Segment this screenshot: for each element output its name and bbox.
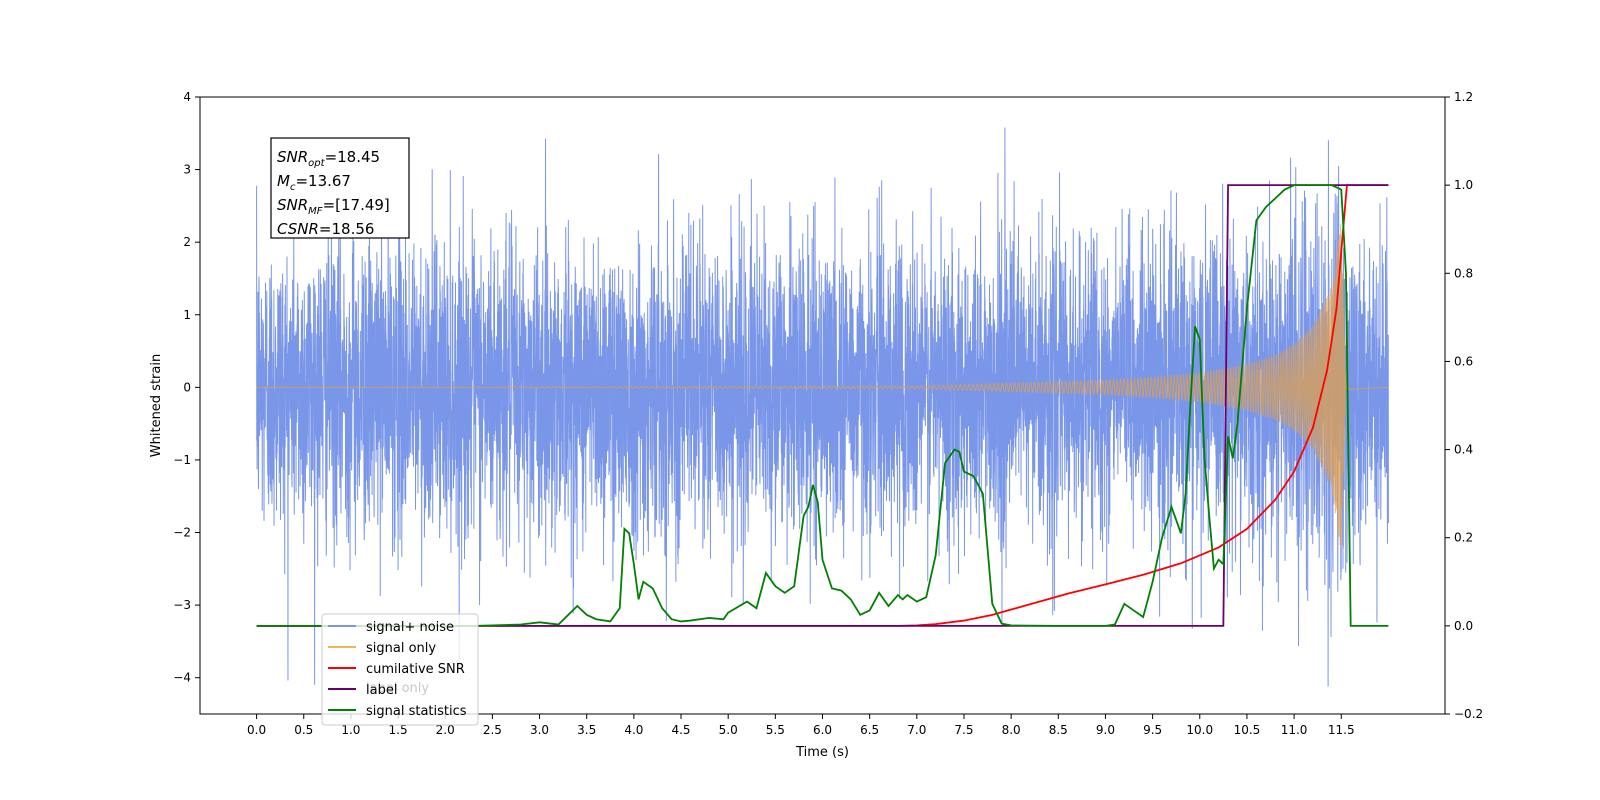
- legend-label: signal only: [366, 641, 436, 656]
- info-subscript: MF: [308, 206, 323, 217]
- x-tick-label: 10.0: [1186, 723, 1213, 737]
- x-tick-label: 11.0: [1281, 723, 1308, 737]
- y2-tick-label: 0.8: [1454, 266, 1473, 280]
- y-tick-label: −4: [173, 671, 191, 685]
- x-tick-label: 1.0: [341, 723, 360, 737]
- y-tick-label: −2: [173, 526, 191, 540]
- y-tick-label: 3: [183, 163, 191, 177]
- y2-tick-label: 0.0: [1454, 619, 1473, 633]
- y2-tick-label: 0.2: [1454, 531, 1473, 545]
- info-value: =18.45: [325, 148, 381, 166]
- y2-tick-label: 0.4: [1454, 443, 1473, 457]
- x-tick-label: 8.5: [1049, 723, 1068, 737]
- x-tick-label: 4.5: [671, 723, 690, 737]
- plot-area: [256, 127, 1389, 687]
- y2-tick-label: 1.0: [1454, 178, 1473, 192]
- info-symbol: M: [277, 172, 290, 190]
- y-tick-label: 1: [183, 308, 191, 322]
- series-signal-statistics: [256, 184, 1389, 627]
- x-axis-title: Time (s): [795, 745, 849, 760]
- y-tick-label: 0: [183, 380, 191, 394]
- x-tick-label: 0.0: [247, 723, 266, 737]
- y-tick-label: −3: [173, 598, 191, 612]
- series-signal-only: [256, 224, 1389, 553]
- info-subscript: opt: [308, 158, 325, 169]
- series-cumilative-snr: [256, 184, 1389, 627]
- info-line: SNRMF=[17.49]: [277, 196, 390, 217]
- info-line: CSNR=18.56: [277, 220, 374, 238]
- y2-tick-label: 0.6: [1454, 354, 1473, 368]
- info-symbol: SNR: [277, 196, 308, 214]
- info-line: Mc=13.67: [277, 172, 351, 193]
- info-value: =13.67: [295, 172, 351, 190]
- y-axis-title: Whitened strain: [149, 354, 164, 457]
- info-box: SNRopt=18.45Mc=13.67SNRMF=[17.49]CSNR=18…: [270, 137, 410, 239]
- y-tick-label: 2: [183, 235, 191, 249]
- x-tick-label: 2.0: [436, 723, 455, 737]
- x-tick-label: 2.5: [483, 723, 502, 737]
- info-subscript: c: [290, 182, 296, 193]
- series-signal-noise: [256, 127, 1389, 687]
- y-tick-label: 4: [183, 90, 191, 104]
- legend-frame: [321, 613, 479, 726]
- x-tick-label: 5.0: [719, 723, 738, 737]
- y-tick-label: −1: [173, 453, 191, 467]
- x-tick-label: 8.0: [1002, 723, 1021, 737]
- info-symbol: SNR: [277, 148, 308, 166]
- x-tick-label: 1.5: [389, 723, 408, 737]
- legend-label: cumilative SNR: [366, 662, 465, 677]
- x-tick-label: 10.5: [1234, 723, 1261, 737]
- x-tick-label: 9.0: [1096, 723, 1115, 737]
- legend-hidden-label: label only: [366, 681, 429, 696]
- x-tick-label: 9.5: [1143, 723, 1162, 737]
- x-tick-label: 7.0: [907, 723, 926, 737]
- legend-label: label: [366, 683, 397, 698]
- y2-tick-label: −0.2: [1454, 707, 1483, 721]
- x-tick-label: 5.5: [766, 723, 785, 737]
- x-tick-label: 7.5: [954, 723, 973, 737]
- x-tick-label: 11.5: [1328, 723, 1355, 737]
- x-tick-label: 3.5: [577, 723, 596, 737]
- info-box-frame: [270, 137, 410, 239]
- legend-label: signal statistics: [366, 704, 467, 719]
- legend-label: signal+ noise: [366, 620, 454, 635]
- x-tick-label: 6.5: [860, 723, 879, 737]
- info-symbol: CSNR: [277, 220, 319, 238]
- axes: 0.0 0.5 1.0 1.5 2.0 2.5 3.0 3.5 4.0 4.5 5.0 5.5 6.0 6…: [149, 90, 1483, 760]
- x-tick-label: 6.0: [813, 723, 832, 737]
- info-value: =18.56: [319, 220, 375, 238]
- x-tick-label: 0.5: [294, 723, 313, 737]
- info-line: SNRopt=18.45: [277, 148, 380, 169]
- y2-tick-label: 1.2: [1454, 90, 1473, 104]
- legend: label only signal+ noise signal only cumila…: [321, 613, 479, 726]
- info-value: =[17.49]: [323, 196, 390, 214]
- x-tick-label: 3.0: [530, 723, 549, 737]
- x-tick-label: 4.0: [624, 723, 643, 737]
